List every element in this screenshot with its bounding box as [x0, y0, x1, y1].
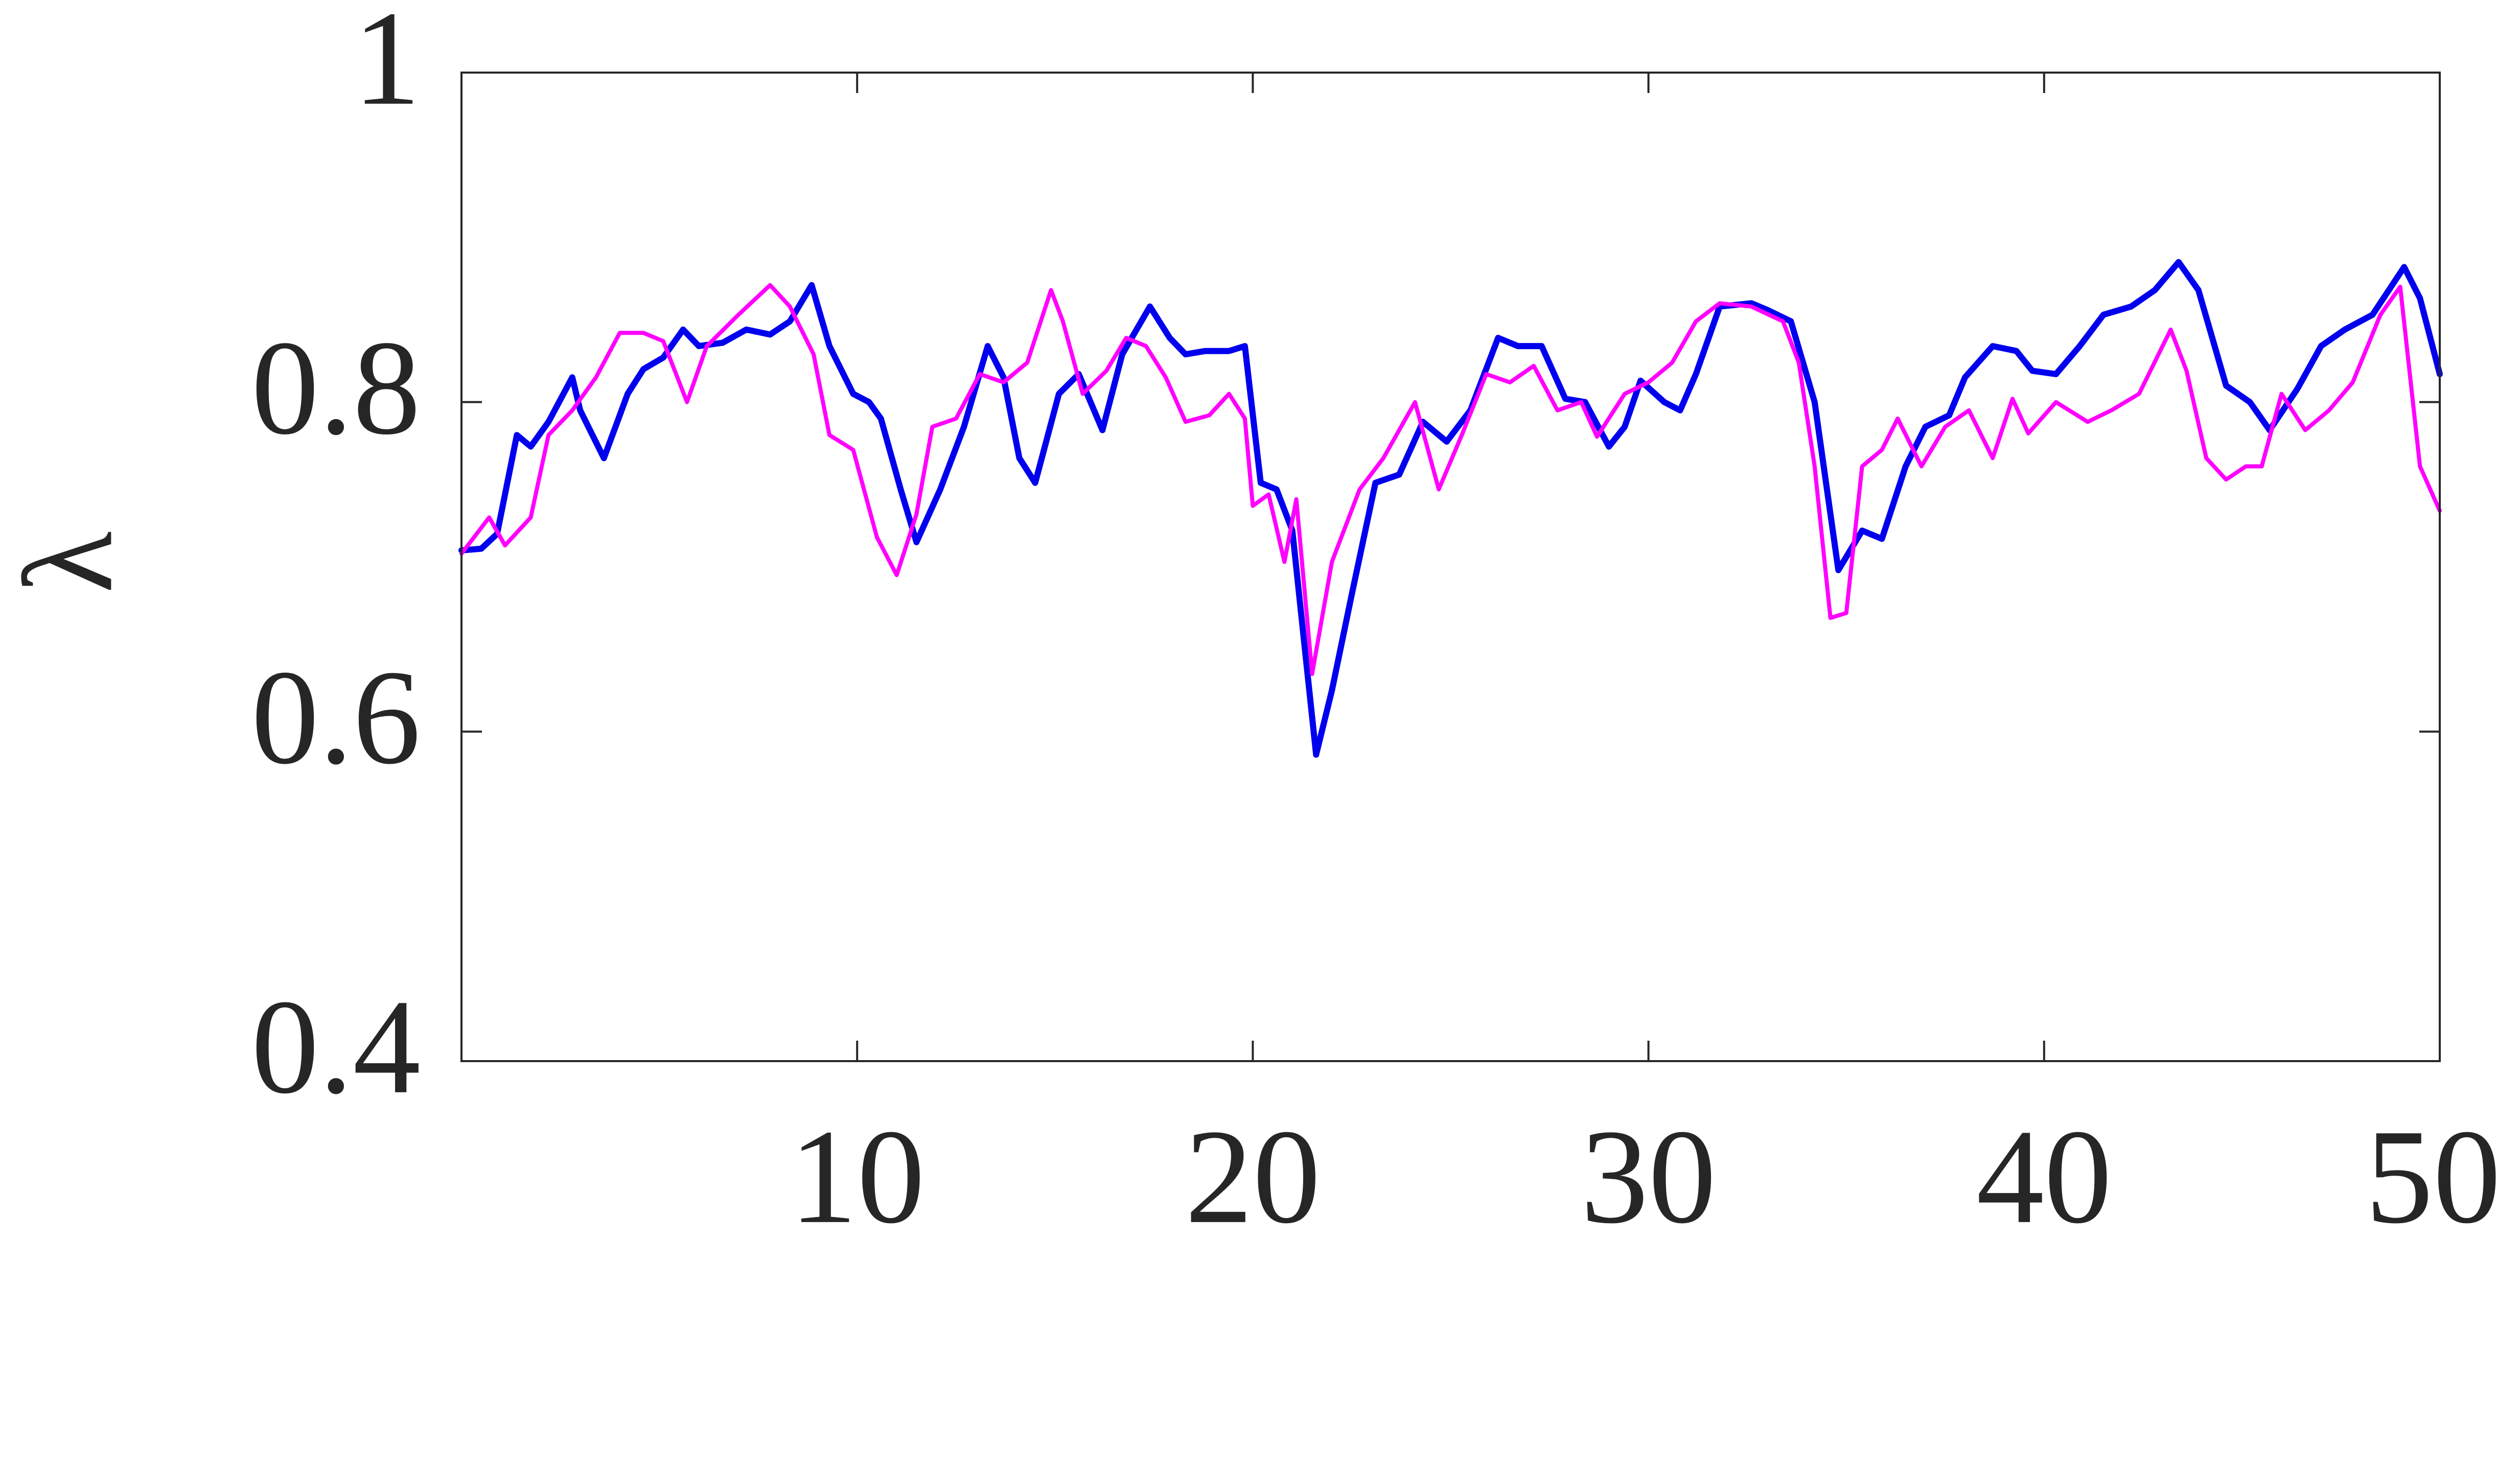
x-tick-label: 50: [2366, 1102, 2501, 1252]
x-tick-label: 40: [1976, 1102, 2112, 1252]
x-tick-label: 10: [790, 1102, 925, 1252]
y-tick-label: 0.6: [251, 642, 421, 792]
y-tick-label: 0.8: [251, 313, 421, 463]
x-tick-label: 30: [1581, 1102, 1716, 1252]
data-line: [458, 259, 2443, 758]
y-axis-label: λ: [0, 531, 139, 593]
y-tick-label: 0.4: [251, 972, 421, 1122]
plot-frame: [460, 72, 2441, 1062]
x-tick-label: 20: [1185, 1102, 1321, 1252]
data-line: [459, 283, 2442, 676]
y-tick-label: 1: [353, 0, 421, 133]
